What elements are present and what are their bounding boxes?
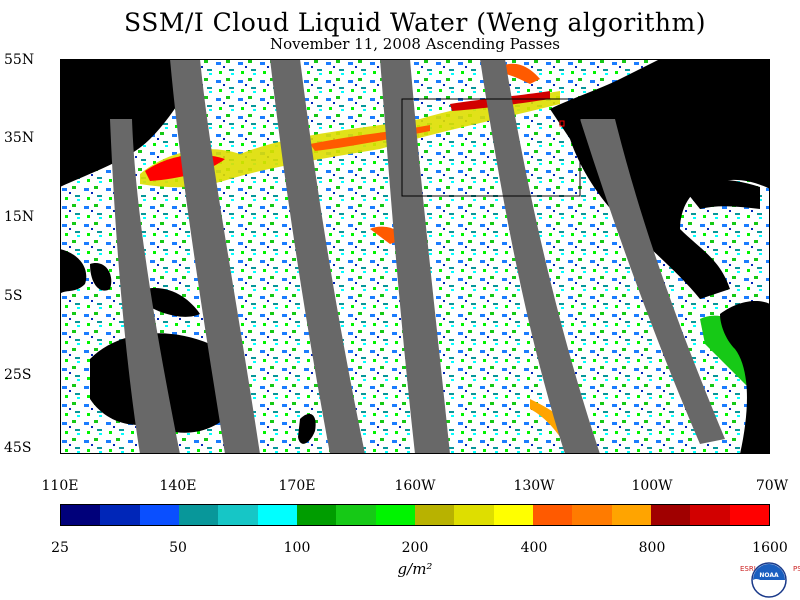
map-subtitle: November 11, 2008 Ascending Passes [270, 35, 560, 53]
lat-label: 35N [4, 130, 35, 146]
noaa-logo-text: NOAA [759, 572, 779, 579]
colorbar-swatch [414, 505, 455, 525]
lat-label: 5S [4, 288, 23, 304]
lon-label: 130W [513, 478, 555, 494]
lat-label: 25S [4, 367, 32, 383]
lon-label: 70W [755, 478, 789, 494]
colorbar-tick-label: 800 [638, 540, 666, 556]
lat-label: 55N [4, 52, 35, 68]
map-canvas [60, 59, 770, 454]
colorbar-swatch [100, 505, 140, 525]
swath-gaps [110, 59, 725, 454]
psd-letters: PSD [793, 565, 800, 573]
lon-label: 110E [41, 478, 79, 494]
lat-label: 45S [4, 440, 32, 456]
cloud-liquid-water-map [60, 59, 770, 454]
lon-label: 170E [278, 478, 316, 494]
color-scale-bar [60, 504, 770, 526]
lat-label: 15N [4, 209, 35, 225]
colorbar-swatch [61, 505, 101, 525]
colorbar-swatch [532, 505, 573, 525]
lon-label: 140E [159, 478, 197, 494]
map-title: SSM/I Cloud Liquid Water (Weng algorithm… [124, 8, 706, 37]
colorbar-tick-label: 50 [169, 540, 187, 556]
colorbar-swatch [690, 505, 730, 525]
colorbar-swatch [218, 505, 258, 525]
colorbar-swatch [572, 505, 612, 525]
colorbar-swatch [493, 505, 533, 525]
colorbar-swatch [375, 505, 415, 525]
colorbar-swatch [611, 505, 651, 525]
lon-label: 100W [631, 478, 673, 494]
colorbar-swatch [729, 505, 769, 525]
colorbar-tick-label: 200 [401, 540, 429, 556]
colorbar-tick-label: 100 [283, 540, 311, 556]
colorbar-swatch [454, 505, 494, 525]
colorbar-swatch [650, 505, 691, 525]
colorbar-swatch [139, 505, 179, 525]
red-marker [559, 120, 565, 127]
colorbar-swatch [178, 505, 219, 525]
colorbar-tick-label: 25 [51, 540, 69, 556]
colorbar-swatch [296, 505, 337, 525]
colorbar-tick-label: 400 [520, 540, 548, 556]
lon-label: 160W [394, 478, 436, 494]
units-label: g/m² [397, 560, 433, 578]
noaa-logo-icon: NOAA [751, 562, 787, 598]
colorbar-tick-label: 1600 [752, 540, 788, 556]
region-box [401, 98, 581, 197]
colorbar-swatch [336, 505, 376, 525]
colorbar-swatch [257, 505, 297, 525]
